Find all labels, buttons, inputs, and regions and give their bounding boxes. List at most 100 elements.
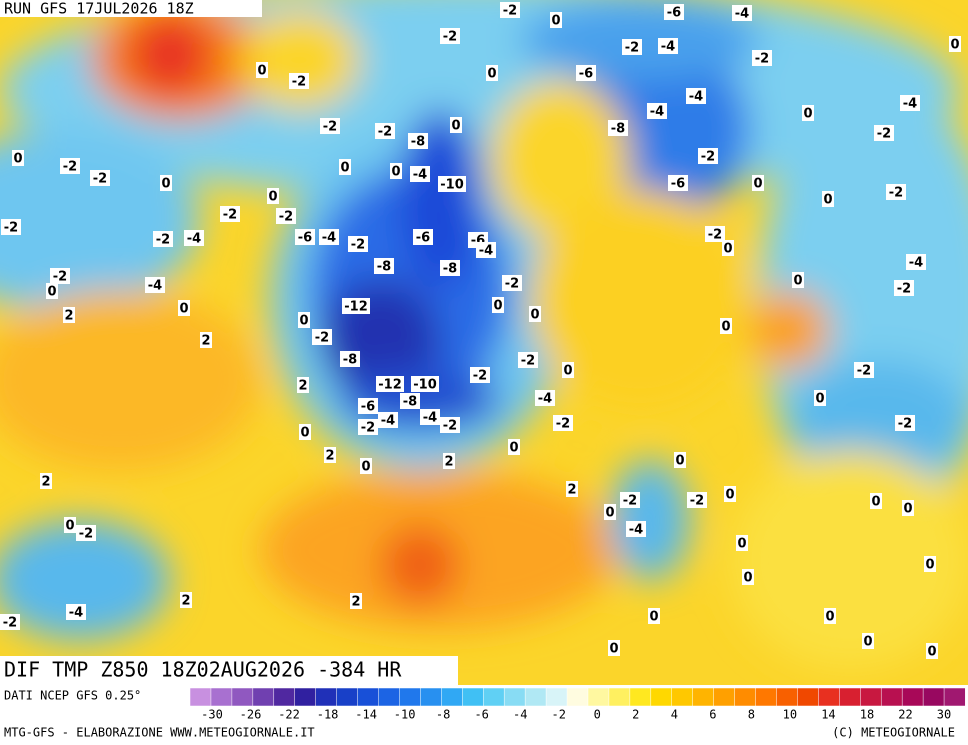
contour-label: -2	[378, 125, 392, 140]
contour-label-box	[705, 226, 725, 242]
contour-label: 0	[361, 460, 370, 475]
contour-label: -2	[857, 364, 871, 379]
contour-label: 0	[300, 426, 309, 441]
contour-label: 0	[451, 119, 460, 134]
colorbar-tick-label: 14	[821, 708, 835, 722]
contour-label-box	[297, 377, 309, 393]
run-title: RUN GFS 17JUL2026 18Z	[4, 0, 194, 18]
contour-label-box	[12, 150, 24, 166]
contour-label-box	[926, 643, 938, 659]
contour-label: -2	[503, 4, 517, 19]
contour-label-box	[508, 439, 520, 455]
contour-label-box	[822, 191, 834, 207]
contour-label: 0	[605, 506, 614, 521]
contour-label: 0	[487, 67, 496, 82]
contour-label: -8	[443, 262, 457, 277]
contour-label: -2	[701, 150, 715, 165]
contour-label-box	[440, 28, 460, 44]
colorbar-swatch	[566, 687, 589, 707]
contour-label-box	[620, 492, 640, 508]
contour-label-box	[40, 473, 52, 489]
contour-label-box	[500, 2, 520, 18]
colorbar-swatch	[713, 687, 736, 707]
colorbar-swatch	[755, 687, 778, 707]
contour-label: 0	[753, 177, 762, 192]
contour-label-box	[64, 517, 76, 533]
contour-label-box	[529, 306, 541, 322]
contour-label: -8	[411, 135, 425, 150]
colorbar-swatch	[462, 687, 484, 707]
contour-label-box	[622, 39, 642, 55]
contour-label-box	[894, 280, 914, 296]
contour-label: -4	[661, 40, 675, 55]
colorbar-tick-label: 8	[748, 708, 755, 722]
contour-label-box	[664, 4, 684, 20]
contour-label-box	[276, 208, 296, 224]
contour-label-box	[438, 176, 466, 192]
contour-label: -2	[708, 228, 722, 243]
contour-label-box	[720, 318, 732, 334]
contour-label: -4	[69, 606, 83, 621]
contour-label: -2	[53, 270, 67, 285]
contour-label: -4	[381, 414, 395, 429]
contour-label: 2	[64, 309, 73, 324]
colorbar-tick-label: -10	[394, 708, 416, 722]
contour-label-box	[722, 240, 734, 256]
contour-label-box	[220, 206, 240, 222]
contour-label: 2	[351, 595, 360, 610]
contour-label-box	[312, 329, 332, 345]
contour-label-box	[674, 452, 686, 468]
contour-label: -2	[556, 417, 570, 432]
contour-label-box	[440, 260, 460, 276]
contour-label-box	[378, 412, 398, 428]
contour-label: 2	[567, 483, 576, 498]
contour-label-box	[324, 447, 336, 463]
contour-label-box	[411, 376, 439, 392]
contour-label: -8	[377, 260, 391, 275]
contour-label-box	[814, 390, 826, 406]
colorbar-tick-label: 30	[937, 708, 951, 722]
contour-label: -2	[351, 238, 365, 253]
contour-label-box	[299, 424, 311, 440]
contour-label: -2	[505, 277, 519, 292]
colorbar-tick-label: -2	[552, 708, 566, 722]
colorbar-swatch	[357, 687, 380, 707]
contour-labels: -20-6 -4-2-2 -4-20-20 -6-4 -40-4-2 -2-80 -8 -20…	[0, 2, 961, 660]
contour-label-box	[736, 535, 748, 551]
colorbar-tick-label: -4	[513, 708, 527, 722]
colorbar-tick-label: -8	[436, 708, 450, 722]
contour-label-box	[76, 525, 96, 541]
colorbar-swatch	[608, 687, 631, 707]
contour-label-box	[410, 166, 430, 182]
contour-label: 0	[551, 14, 560, 29]
contour-label: -2	[473, 369, 487, 384]
contour-label: 0	[493, 299, 502, 314]
contour-label-box	[400, 393, 420, 409]
contour-label-box	[824, 608, 836, 624]
contour-label-box	[160, 175, 172, 191]
colorbar-swatch	[692, 687, 715, 707]
contour-label-box	[63, 307, 75, 323]
contour-label: 0	[871, 495, 880, 510]
contour-label-box	[267, 188, 279, 204]
colorbar-swatch	[420, 687, 442, 707]
contour-label-box	[256, 62, 268, 78]
colorbar-tick-label: -14	[355, 708, 377, 722]
contour-label: 0	[299, 314, 308, 329]
contour-label-box	[178, 300, 190, 316]
contour-label: 0	[723, 242, 732, 257]
contour-label: -2	[889, 186, 903, 201]
colorbar-swatch	[901, 687, 924, 707]
contour-label-box	[184, 230, 204, 246]
contour-label-box	[566, 481, 578, 497]
run-box	[0, 0, 262, 17]
contour-label: -2	[443, 419, 457, 434]
colorbar-tick-label: -30	[201, 708, 223, 722]
contour-label: 0	[268, 190, 277, 205]
contour-label-box	[752, 50, 772, 66]
contour-label: -4	[629, 523, 643, 538]
credit-text: MTG-GFS - ELABORAZIONE WWW.METEOGIORNALE…	[4, 726, 315, 740]
contour-label: -2	[625, 41, 639, 56]
contour-label: -6	[361, 400, 375, 415]
